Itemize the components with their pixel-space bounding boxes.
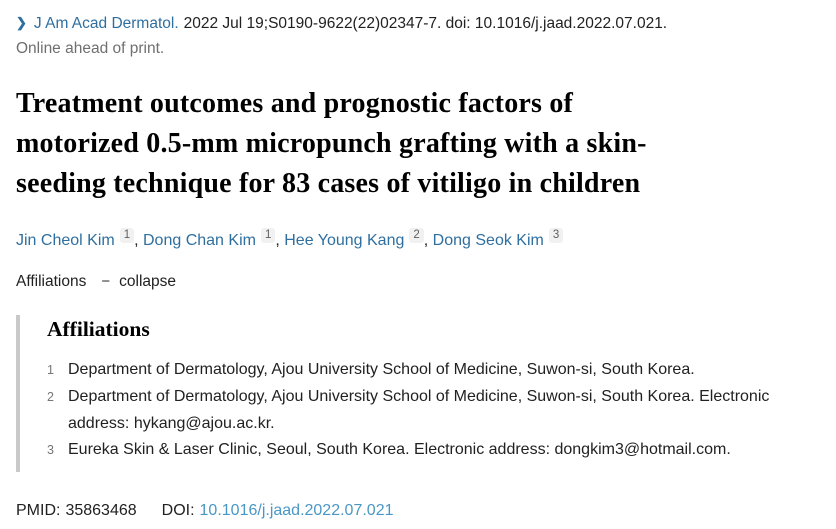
minus-icon: − [101, 272, 111, 290]
author-separator: , [275, 232, 285, 249]
author-separator: , [134, 232, 143, 249]
affiliation-text: Eureka Skin & Laser Clinic, Seoul, South… [68, 441, 731, 458]
affiliation-number: 3 [47, 443, 54, 457]
affiliations-list: 1 Department of Dermatology, Ajou Univers… [47, 357, 818, 464]
affiliation-item: 3 Eureka Skin & Laser Clinic, Seoul, Sout… [47, 437, 818, 464]
author-affiliation-sup[interactable]: 2 [409, 228, 424, 243]
author-affiliation-sup[interactable]: 3 [548, 228, 564, 243]
pmid-label: PMID: [16, 502, 61, 519]
chevron-right-icon[interactable]: ❯ [16, 15, 27, 30]
affiliations-toggle-label: Affiliations [16, 273, 87, 290]
affiliation-number: 2 [47, 390, 54, 404]
author-affiliation-sup[interactable]: 1 [260, 228, 276, 243]
article-title-line-2: motorized 0.5-mm micropunch grafting wit… [16, 128, 647, 159]
online-ahead-of-print-status: Online ahead of print. [16, 40, 165, 57]
affiliations-heading: Affiliations [47, 317, 150, 341]
author-link[interactable]: Dong Seok Kim [432, 232, 544, 249]
author-link[interactable]: Hee Young Kang [284, 232, 405, 249]
citation-row: ❯ J Am Acad Dermatol. 2022 Jul 19;S0190-… [16, 12, 818, 36]
citation-details: 2022 Jul 19;S0190-9622(22)02347-7. doi: … [183, 15, 668, 32]
doi-link[interactable]: 10.1016/j.jaad.2022.07.021 [199, 502, 394, 519]
affiliations-toggle-row: Affiliations − collapse [16, 273, 818, 291]
article-title: Treatment outcomes and prognostic factor… [16, 84, 818, 204]
affiliation-text: Department of Dermatology, Ajou Universi… [68, 361, 695, 378]
affiliation-number: 1 [47, 363, 54, 377]
author-link[interactable]: Jin Cheol Kim [16, 232, 115, 249]
journal-link[interactable]: J Am Acad Dermatol. [33, 15, 179, 32]
article-title-line-1: Treatment outcomes and prognostic factor… [16, 88, 574, 119]
author-separator: , [423, 232, 433, 249]
collapse-label: collapse [119, 273, 177, 290]
author-link[interactable]: Dong Chan Kim [143, 232, 256, 249]
affiliation-item: 1 Department of Dermatology, Ajou Univers… [47, 357, 818, 384]
affiliation-item: 2 Department of Dermatology, Ajou Univers… [47, 384, 818, 437]
authors-list: Jin Cheol Kim 1, Dong Chan Kim 1, Hee Youn… [16, 228, 818, 252]
collapse-affiliations-button[interactable]: − collapse [101, 273, 176, 291]
identifiers-row: PMID: 35863468 DOI: 10.1016/j.jaad.2022.… [16, 502, 818, 520]
affiliation-text: Department of Dermatology, Ajou Universi… [68, 388, 770, 432]
article-title-line-3: seeding technique for 83 cases of vitili… [16, 168, 641, 199]
affiliations-panel: Affiliations 1 Department of Dermatology,… [16, 315, 818, 472]
pmid-value: 35863468 [65, 502, 137, 519]
author-affiliation-sup[interactable]: 1 [119, 228, 135, 243]
doi-label: DOI: [161, 502, 195, 519]
